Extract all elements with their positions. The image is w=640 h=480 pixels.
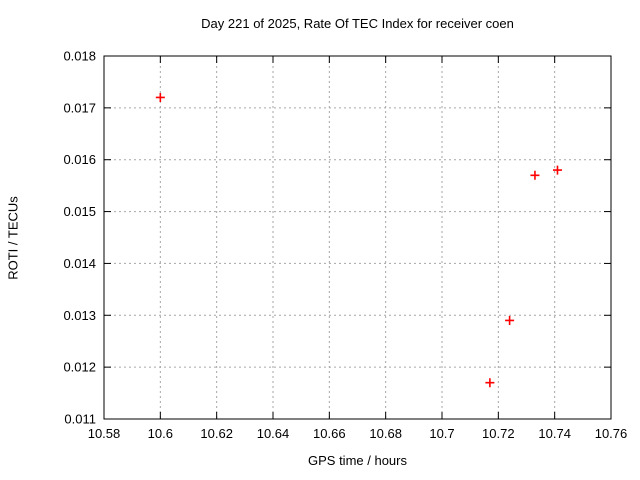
y-tick-label: 0.018 — [63, 49, 96, 64]
x-axis-label: GPS time / hours — [308, 453, 407, 468]
x-tick-label: 10.62 — [200, 426, 233, 441]
y-tick-label: 0.014 — [63, 256, 96, 271]
x-tick-label: 10.7 — [429, 426, 454, 441]
y-tick-label: 0.013 — [63, 308, 96, 323]
y-tick-label: 0.017 — [63, 100, 96, 115]
x-tick-label: 10.58 — [88, 426, 121, 441]
x-tick-label: 10.66 — [313, 426, 346, 441]
y-tick-label: 0.011 — [64, 412, 96, 427]
y-tick-label: 0.016 — [63, 152, 96, 167]
x-tick-label: 10.74 — [538, 426, 571, 441]
data-point-marker — [485, 378, 495, 388]
x-tick-label: 10.68 — [369, 426, 402, 441]
y-tick-label: 0.015 — [63, 204, 96, 219]
x-tick-label: 10.6 — [148, 426, 173, 441]
plot-border — [103, 55, 612, 420]
x-tick-label: 10.72 — [482, 426, 515, 441]
y-tick-label: 0.012 — [63, 360, 96, 375]
data-point-marker — [155, 92, 165, 102]
data-point-marker — [505, 315, 515, 325]
y-axis-label: ROTI / TECUs — [5, 196, 21, 280]
x-tick-label: 10.64 — [257, 426, 290, 441]
data-point-marker — [530, 170, 540, 180]
x-tick-label: 10.76 — [595, 426, 628, 441]
chart-title: Day 221 of 2025, Rate Of TEC Index for r… — [201, 16, 514, 31]
data-point-marker — [552, 165, 562, 175]
